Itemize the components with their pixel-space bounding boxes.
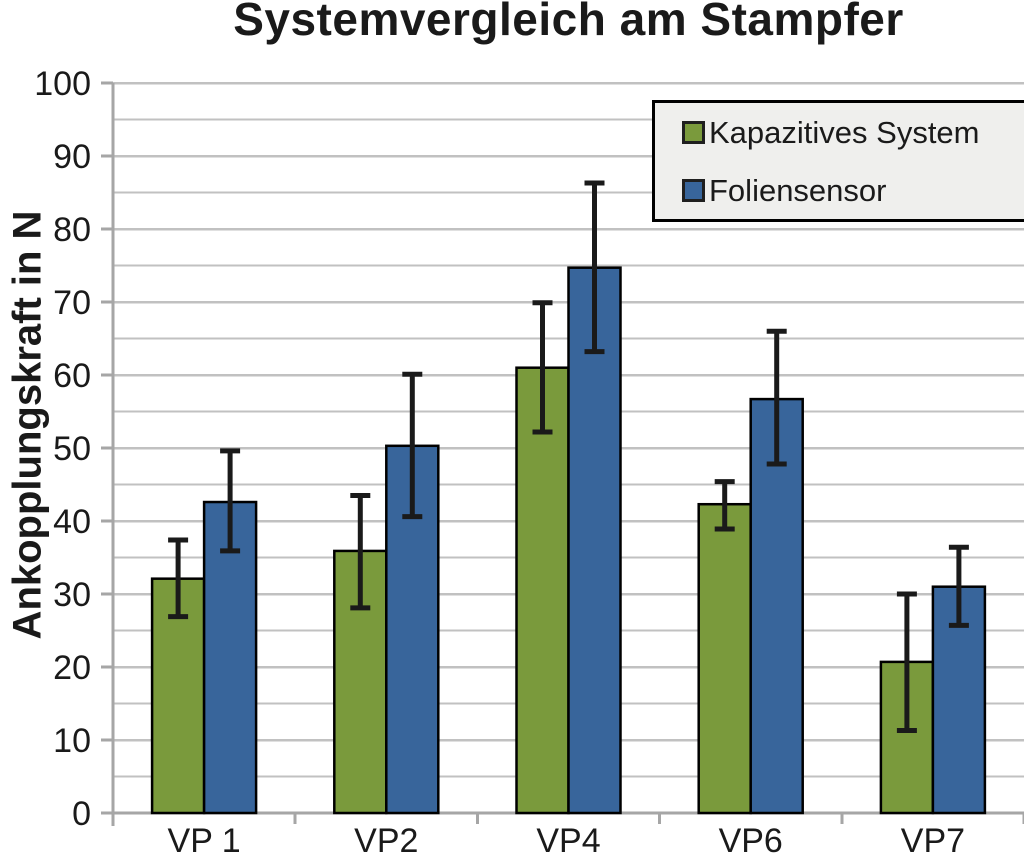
bar bbox=[697, 502, 752, 815]
legend-swatch-icon bbox=[682, 178, 705, 202]
legend-label: Kapazitives System bbox=[709, 114, 980, 150]
y-tick-label: 70 bbox=[53, 284, 91, 322]
bar bbox=[515, 366, 570, 815]
x-tick-label: VP2 bbox=[354, 822, 418, 858]
legend: Kapazitives System Foliensensor bbox=[652, 100, 1024, 222]
y-axis-title: Ankopplungskraft in N bbox=[5, 210, 50, 640]
bar bbox=[202, 500, 258, 815]
bar bbox=[567, 266, 622, 815]
bar bbox=[333, 549, 388, 815]
x-tick-label: VP7 bbox=[901, 822, 965, 858]
legend-item-foliensensor: Foliensensor bbox=[682, 175, 1024, 206]
legend-label: Foliensensor bbox=[709, 172, 887, 208]
x-tick-label: VP4 bbox=[536, 822, 600, 858]
x-tick-label: VP6 bbox=[719, 822, 783, 858]
chart-title: Systemvergleich am Stampfer bbox=[233, 0, 904, 45]
y-tick-label: 50 bbox=[53, 430, 91, 468]
y-tick-label: 30 bbox=[53, 576, 91, 614]
y-tick-label: 80 bbox=[53, 211, 91, 249]
x-tick-label: VP 1 bbox=[168, 822, 241, 858]
y-tick-label: 100 bbox=[34, 65, 91, 103]
y-tick-label: 20 bbox=[53, 649, 91, 687]
y-tick-label: 60 bbox=[53, 357, 91, 395]
legend-swatch-icon bbox=[682, 120, 705, 144]
y-tick-label: 90 bbox=[53, 138, 91, 176]
y-tick-label: 40 bbox=[53, 503, 91, 541]
y-tick-label: 10 bbox=[53, 722, 91, 760]
legend-item-kapazitives-system: Kapazitives System bbox=[682, 117, 1024, 148]
y-tick-label: 0 bbox=[72, 795, 91, 833]
